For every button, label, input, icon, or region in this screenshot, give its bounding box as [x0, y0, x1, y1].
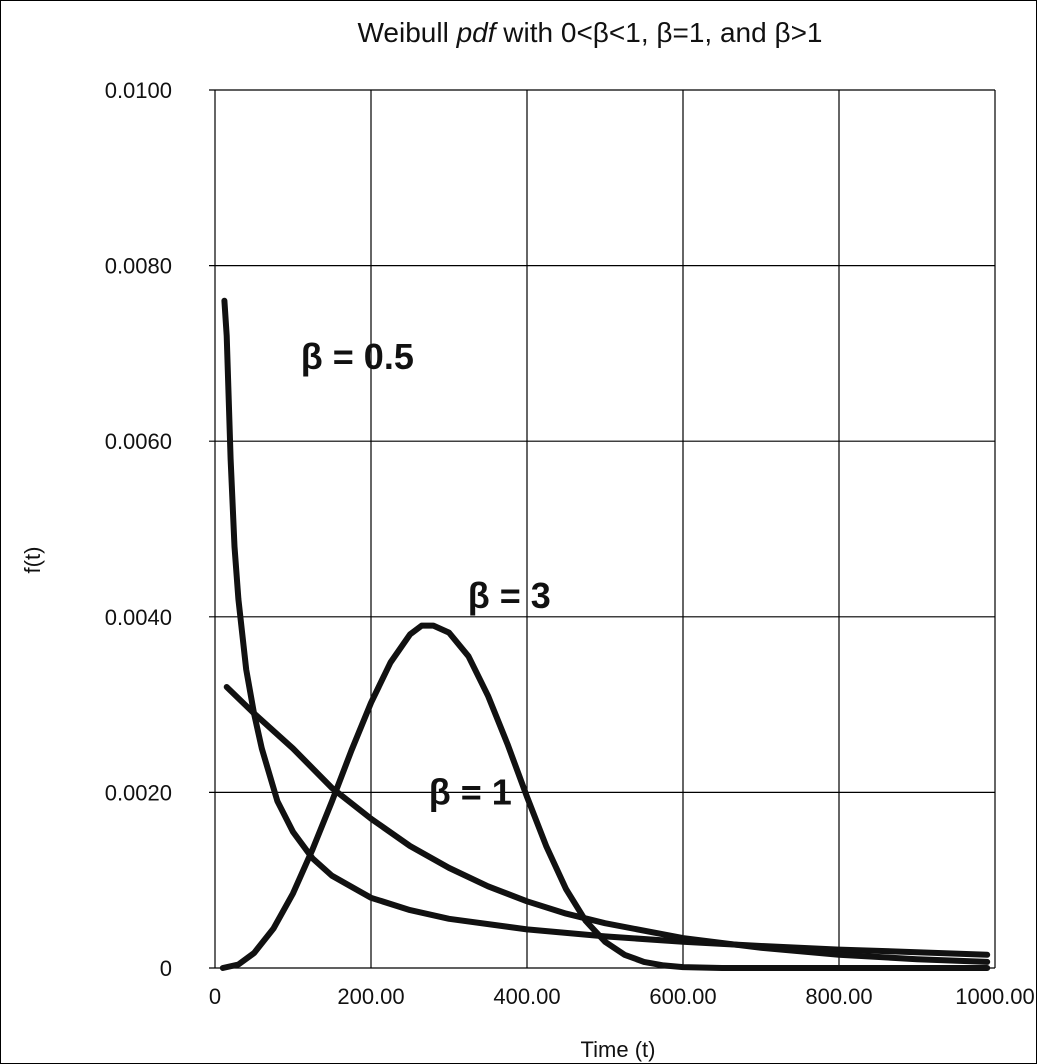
title-part-before: Weibull — [357, 17, 456, 48]
title-part-after: with 0<β<1, β=1, and β>1 — [496, 17, 823, 48]
series-line-2 — [223, 684, 991, 965]
curve-annotations: β = 0.5 β = 3 β = 1 — [301, 336, 551, 812]
grid-lines — [209, 89, 996, 969]
y-tick-label: 0.0060 — [105, 429, 172, 454]
y-axis-label: f(t) — [20, 547, 45, 574]
curve-annotation: β = 0.5 — [301, 336, 414, 377]
x-tick-label: 1000.00 — [955, 984, 1035, 1009]
x-tick-label: 400.00 — [493, 984, 560, 1009]
curve-annotation: β = 1 — [429, 772, 512, 813]
y-tick-label: 0 — [160, 956, 172, 981]
y-tick-label: 0.0100 — [105, 78, 172, 103]
x-tick-label: 0 — [209, 984, 221, 1009]
tick-labels: 0 200.00 400.00 600.00 800.00 1000.00 0 0.0020 0… — [105, 78, 1035, 1009]
x-tick-label: 800.00 — [805, 984, 872, 1009]
y-tick-label: 0.0040 — [105, 605, 172, 630]
y-tick-label: 0.0020 — [105, 780, 172, 805]
series-line-1 — [221, 297, 991, 958]
x-axis-label: Time (t) — [581, 1037, 656, 1062]
curve-annotation: β = 3 — [468, 575, 551, 616]
x-tick-label: 600.00 — [649, 984, 716, 1009]
chart-title: Weibull pdf with 0<β<1, β=1, and β>1 — [357, 17, 822, 48]
title-part-italic: pdf — [456, 17, 499, 48]
series-line-3 — [219, 622, 991, 971]
series-lines — [219, 297, 991, 971]
y-tick-label: 0.0080 — [105, 254, 172, 279]
x-tick-label: 200.00 — [337, 984, 404, 1009]
